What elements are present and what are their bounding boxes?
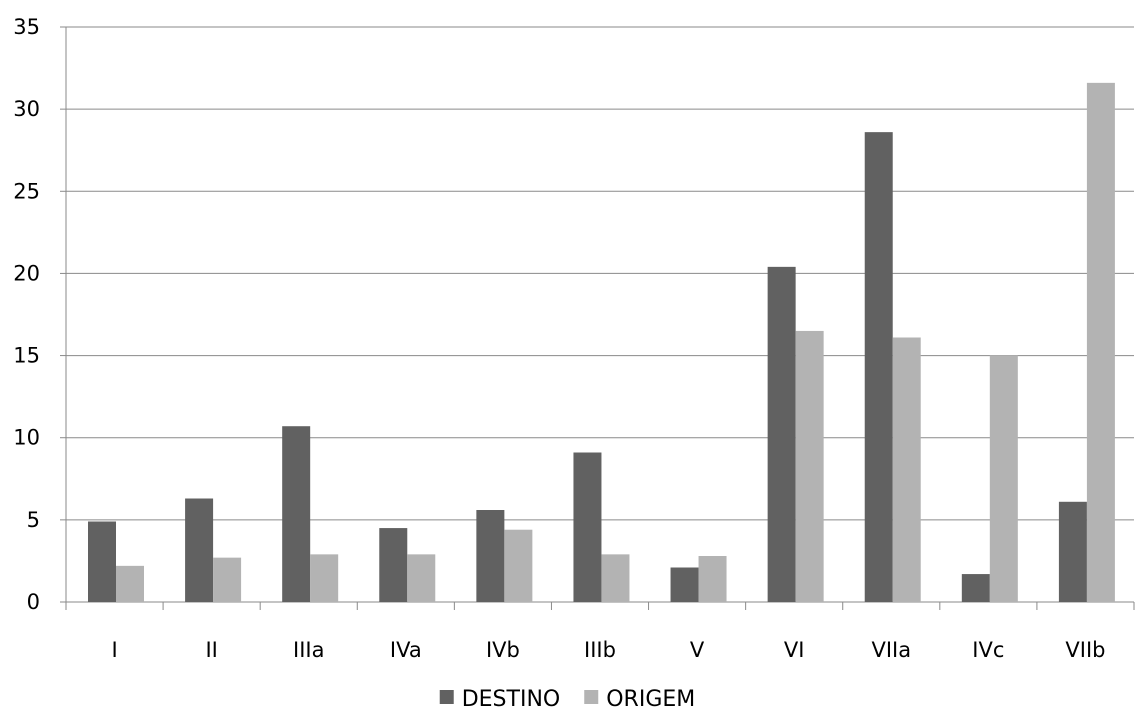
y-tick-label: 25 [13, 179, 40, 203]
bar-origem [116, 565, 144, 602]
x-tick-label: IVa [390, 638, 422, 662]
bar-destino [476, 510, 505, 602]
legend-swatch [584, 690, 599, 704]
legend-swatch [439, 690, 454, 704]
bar-origem [892, 337, 921, 602]
bar-destino [961, 574, 990, 602]
bar-destino [88, 521, 116, 602]
y-tick-label: 35 [13, 15, 40, 39]
x-tick-label: II [205, 638, 217, 662]
bar-destino [282, 426, 311, 602]
legend-label: DESTINO [462, 687, 561, 712]
x-tick-label: IVb [486, 638, 520, 662]
x-tick-label: VIIa [871, 638, 911, 662]
x-tick-label: IIIb [584, 638, 616, 662]
bar-destino [670, 567, 699, 602]
bar-destino [379, 528, 408, 602]
y-tick-label: 10 [13, 426, 40, 450]
bar-origem [1086, 82, 1115, 603]
gridlines [66, 26, 1134, 521]
bar-origem [698, 556, 727, 602]
x-tick-label: IIIa [293, 638, 324, 662]
bar-origem [601, 554, 630, 602]
y-tick-label: 15 [13, 344, 40, 368]
bar-destino [1058, 501, 1087, 602]
bar-origem [407, 554, 436, 602]
bar-origem [989, 355, 1018, 602]
x-tick-label: VI [784, 638, 805, 662]
legend: DESTINO ORIGEM [439, 687, 695, 712]
x-axis: I II IIIa IVa IVb IIIb V VI VIIa IVc VIIb [65, 601, 1135, 662]
y-tick-label: 30 [13, 97, 40, 121]
bars [88, 82, 1115, 603]
bar-origem [795, 330, 824, 602]
bar-destino [573, 452, 602, 602]
y-tick-label: 5 [27, 508, 40, 532]
y-tick-label: 20 [13, 261, 40, 285]
bar-origem [310, 554, 339, 602]
x-tick-label: I [111, 638, 117, 662]
bar-destino [185, 498, 214, 602]
x-tick-label: VIIb [1065, 638, 1105, 662]
legend-label: ORIGEM [606, 687, 695, 712]
x-tick-label: IVc [972, 638, 1004, 662]
bar-destino [767, 266, 796, 602]
x-tick-label: V [690, 638, 705, 662]
bar-origem [213, 557, 242, 602]
bar-destino [864, 132, 893, 602]
bar-origem [504, 529, 533, 602]
y-tick-label: 0 [27, 590, 40, 614]
y-axis: 0 5 10 15 20 25 30 35 [13, 15, 67, 614]
